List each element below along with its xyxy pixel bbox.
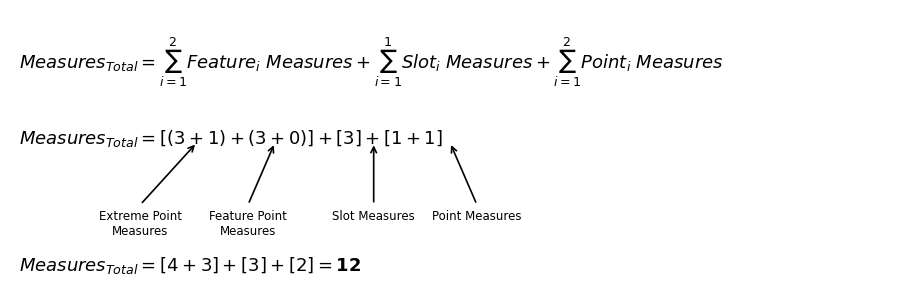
Text: $\mathit{Measures}_{\mathit{Total}} = \sum_{i=1}^{2} \mathit{Feature}_i\ \mathit: $\mathit{Measures}_{\mathit{Total}} = \s…: [19, 35, 723, 89]
Text: Feature Point
Measures: Feature Point Measures: [209, 210, 287, 238]
Text: Extreme Point
Measures: Extreme Point Measures: [98, 210, 181, 238]
Text: $\mathit{Measures}_{\mathit{Total}} = [(3+1)+(3+0)]+[3]+[1+1]$: $\mathit{Measures}_{\mathit{Total}} = [(…: [19, 128, 443, 149]
Text: $\mathit{Measures}_{\mathit{Total}} = [4+3]+[3]+[2] = \mathbf{12}$: $\mathit{Measures}_{\mathit{Total}} = [4…: [19, 255, 361, 276]
Text: Slot Measures: Slot Measures: [332, 210, 415, 223]
Text: Point Measures: Point Measures: [432, 210, 521, 223]
